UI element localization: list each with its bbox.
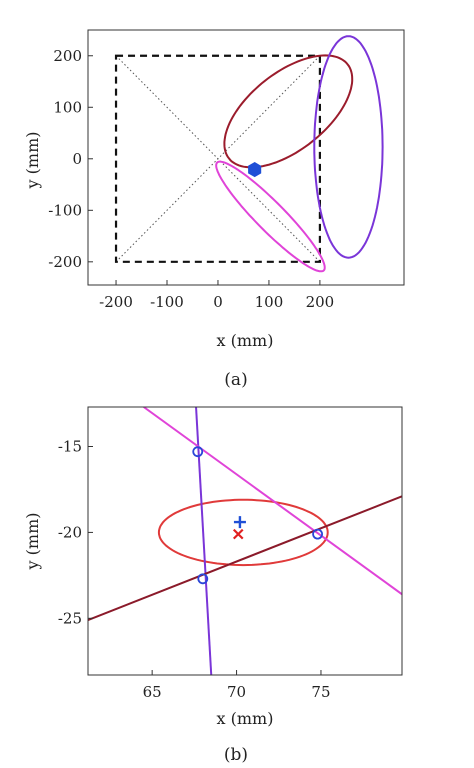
line-series: [88, 495, 402, 621]
dashed-square: [114, 54, 322, 263]
panel-a-axes-frame: [87, 29, 405, 286]
panel-a-xtick-label: 200: [306, 293, 335, 311]
ellipse-series: [215, 160, 326, 273]
intersection-circle-marker: [192, 446, 204, 458]
panel-a-xtick-label: -200: [99, 293, 133, 311]
panel-b-axes-frame: [87, 406, 403, 676]
panel-b-ytick-label: -15: [58, 438, 82, 456]
uncertainty-ellipse: [157, 498, 329, 567]
panel-a-chart: -200 -100 0 100 200 200 100 0 -100 -200 x (mm) y …: [23, 29, 405, 390]
intersection-circle-marker: [312, 528, 323, 540]
panel-a-ytick-label: 0: [72, 150, 82, 168]
panel-a-plot-area: [114, 35, 384, 273]
panel-b-xtick-label: 75: [311, 683, 330, 701]
panel-a-xtick-label: -100: [150, 293, 184, 311]
panel-a-ylabel: y (mm): [23, 132, 42, 190]
panel-a-caption: (a): [224, 370, 247, 390]
panel-a-ytick-label: -200: [48, 253, 82, 271]
panel-a-xtick-label: 0: [213, 293, 223, 311]
ellipse-series: [313, 35, 384, 259]
panel-a-ytick-label: 100: [53, 98, 82, 116]
panel-b-caption: (b): [224, 745, 248, 765]
panel-a-xlabel: x (mm): [217, 331, 274, 350]
estimate-plus-marker: [233, 516, 246, 529]
panel-b-xtick-label: 70: [227, 683, 246, 701]
panel-b-xtick-label: 65: [143, 683, 162, 701]
panel-b-ylabel: y (mm): [23, 513, 42, 571]
intersection-marker: [248, 162, 262, 178]
line-series: [143, 407, 402, 596]
panel-b-ytick-label: -25: [58, 609, 82, 627]
panel-a-xtick-label: 100: [255, 293, 284, 311]
panel-a-ytick-label: -100: [48, 201, 82, 219]
panel-b-chart: 65 70 75 -15 -20 -25 x (mm) y (mm) (b): [23, 406, 403, 765]
panel-a-ticks: -200 -100 0 100 200 200 100 0 -100 -200: [48, 47, 334, 311]
intersection-circle-marker: [197, 573, 209, 585]
truth-x-marker: [232, 528, 244, 540]
panel-b-xlabel: x (mm): [217, 709, 274, 728]
panel-b-ytick-label: -20: [58, 523, 82, 541]
line-series: [195, 407, 213, 675]
ellipse-series: [223, 54, 354, 169]
panel-b-ticks: 65 70 75 -15 -20 -25: [58, 438, 331, 701]
panel-b-plot-area: [88, 407, 402, 675]
panel-a-ytick-label: 200: [53, 47, 82, 65]
diagonal-line: [115, 55, 321, 263]
